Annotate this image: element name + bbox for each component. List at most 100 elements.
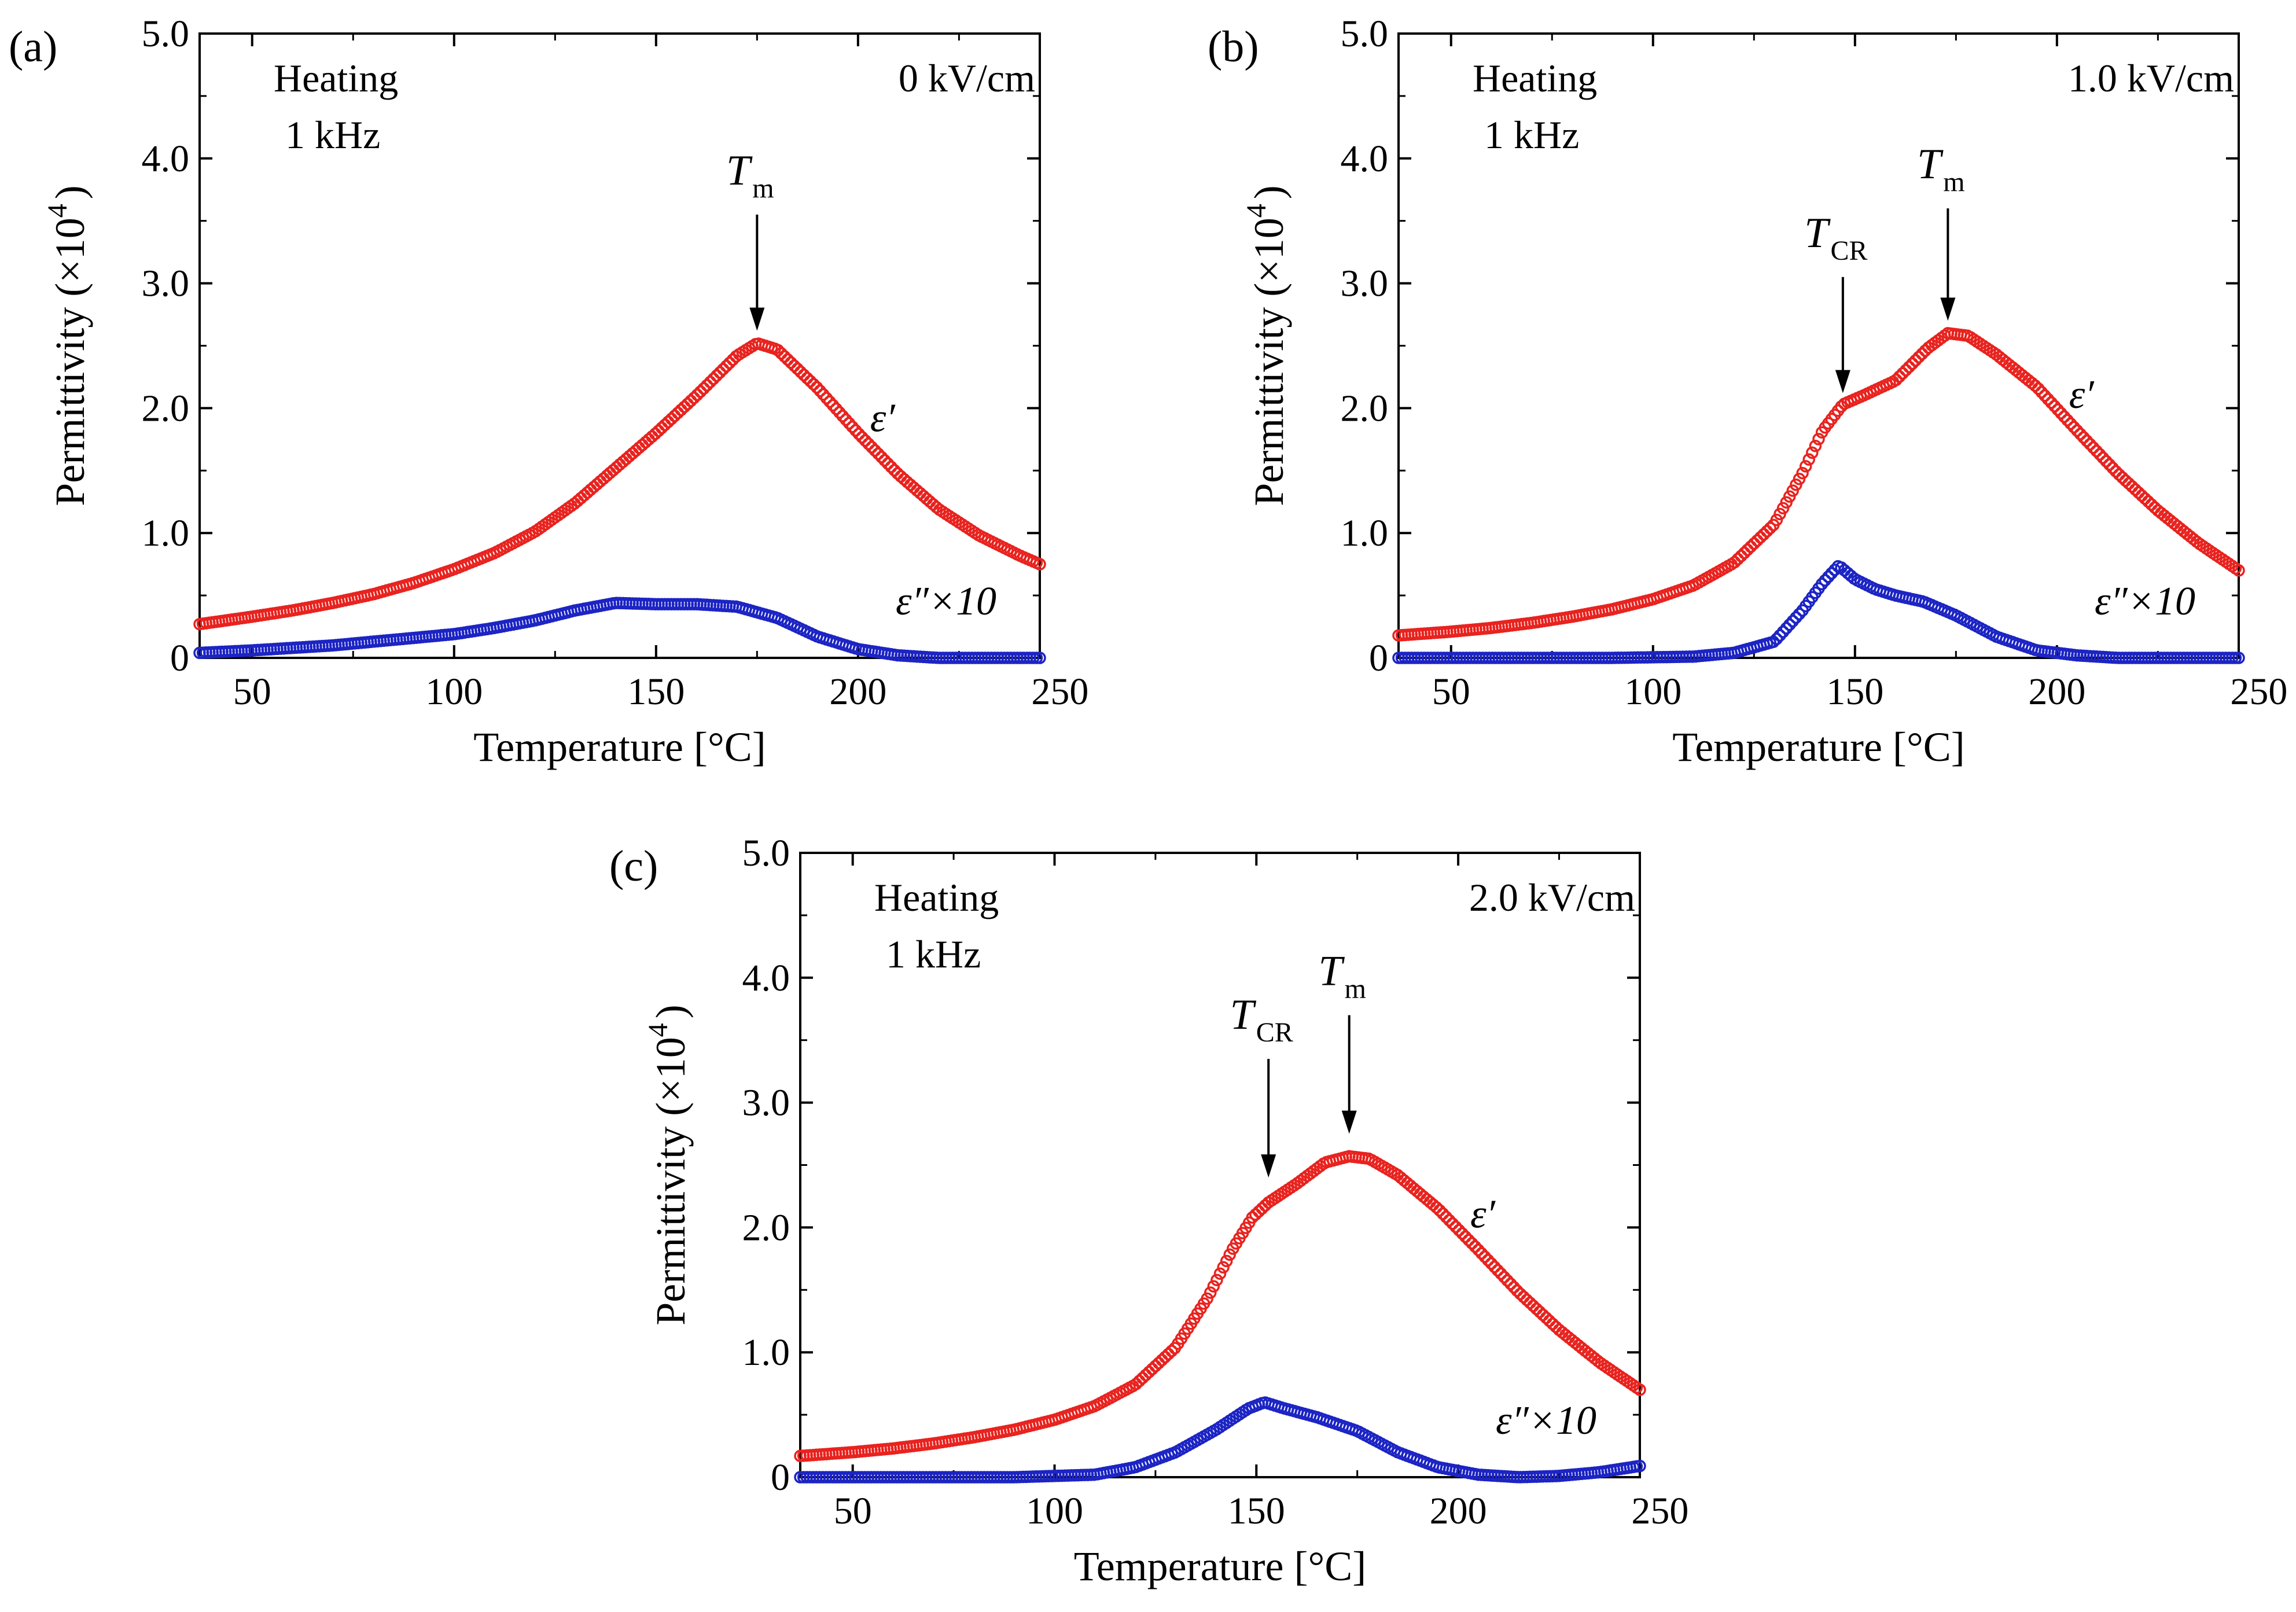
data-point — [1786, 484, 1800, 497]
data-point — [1773, 629, 1786, 642]
data-point — [2045, 396, 2058, 409]
data-point — [1802, 453, 1815, 466]
data-point — [1443, 1214, 1456, 1227]
annotation-m: Tm — [1917, 141, 1965, 321]
data-point — [1469, 1240, 1482, 1253]
x-tick-label: 100 — [1026, 1490, 1083, 1532]
data-point — [2058, 410, 2071, 423]
data-point — [2110, 465, 2122, 478]
data-point — [1764, 522, 1776, 535]
y-tick-label: 5.0 — [1341, 13, 1389, 55]
annotation-label: Tm — [726, 147, 774, 204]
data-point — [1744, 540, 1757, 553]
x-tick-label: 100 — [1624, 671, 1681, 713]
y-axis-title-exponent: 4 — [1241, 204, 1272, 218]
data-point — [833, 406, 846, 419]
y-tick-label: 4.0 — [142, 138, 190, 180]
annotation-subscript: m — [1943, 167, 1964, 197]
data-point — [804, 375, 817, 388]
data-point — [1741, 543, 1754, 556]
data-point — [1760, 525, 1773, 538]
data-point — [840, 413, 852, 426]
data-point — [1909, 354, 1922, 367]
data-point — [704, 376, 717, 389]
data-point — [1507, 1281, 1521, 1294]
series-eps-real — [794, 1150, 1646, 1463]
data-point — [1825, 567, 1838, 580]
data-point — [1207, 1280, 1220, 1293]
data-point — [1806, 446, 1819, 459]
data-point — [2096, 451, 2110, 464]
data-point — [1796, 466, 1809, 480]
data-point — [1446, 1217, 1459, 1230]
data-point — [807, 378, 820, 391]
y-tick-label: 0 — [1369, 637, 1388, 679]
data-point — [1903, 360, 1916, 373]
y-tick-label: 5.0 — [142, 13, 190, 55]
data-point — [846, 420, 859, 433]
data-point — [1433, 1204, 1446, 1217]
data-point — [697, 382, 710, 395]
panel-b: 0 1.0 2.0 3.0 4.0 5.0 50 100 150 200 250 Temperatur… — [1208, 13, 2287, 770]
data-point — [814, 384, 826, 398]
data-point — [694, 385, 707, 398]
data-point — [710, 369, 723, 382]
data-point — [1809, 439, 1822, 452]
data-point — [2048, 400, 2061, 413]
data-point — [2100, 455, 2113, 468]
y-tick-label: 2.0 — [142, 387, 190, 429]
data-point — [1912, 351, 1925, 363]
eps-real-label: ε′ — [1470, 1193, 1496, 1237]
data-point — [781, 353, 794, 366]
x-tick-label: 150 — [1228, 1490, 1285, 1532]
data-point — [1033, 558, 1046, 571]
y-tick-label: 4.0 — [742, 957, 790, 999]
x-axis-title: Temperature [°C] — [473, 724, 766, 770]
data-point — [869, 444, 881, 457]
data-point — [1822, 571, 1835, 583]
data-point — [1488, 1260, 1501, 1274]
data-point — [1501, 1274, 1514, 1287]
data-point — [687, 391, 701, 404]
data-point — [2080, 435, 2093, 447]
data-point — [2090, 444, 2103, 458]
annotation-m: Tm — [726, 147, 774, 331]
data-point — [1890, 373, 1903, 387]
y-tick-label: 0 — [170, 637, 189, 679]
y-axis-title: Permittivity (×104) — [42, 185, 93, 506]
field-label: 1.0 kV/cm — [2068, 56, 2234, 100]
data-point — [2067, 421, 2080, 433]
data-point — [830, 402, 842, 415]
x-tick-label: 250 — [1031, 671, 1088, 713]
y-axis-title-exponent: 4 — [643, 1023, 674, 1037]
data-point — [1819, 574, 1831, 587]
data-point — [778, 350, 791, 363]
frequency-label: 1 kHz — [886, 932, 981, 976]
mode-label: Heating — [1473, 56, 1597, 100]
series-eps-imag — [193, 597, 1046, 664]
panel-c: 0 1.0 2.0 3.0 4.0 5.0 50 100 150 200 250 Temperatur… — [609, 832, 1688, 1589]
x-tick-label: 100 — [425, 671, 483, 713]
data-point — [1757, 528, 1770, 541]
data-point — [2074, 428, 2087, 440]
data-point — [2051, 403, 2065, 416]
data-point — [723, 356, 736, 369]
data-point — [862, 437, 875, 450]
data-point — [1812, 433, 1825, 446]
data-point — [775, 347, 788, 360]
x-tick-label: 250 — [2230, 671, 2287, 713]
data-point — [885, 461, 897, 473]
data-point — [1481, 1254, 1495, 1267]
mode-label: Heating — [274, 56, 398, 100]
y-tick-label: 4.0 — [1341, 138, 1389, 180]
data-point — [794, 366, 807, 378]
data-point — [1462, 1234, 1475, 1246]
eps-real-label: ε′ — [2069, 373, 2095, 417]
x-tick-label: 200 — [2028, 671, 2085, 713]
annotation-symbol: T — [1230, 991, 1257, 1039]
data-point — [1793, 608, 1806, 620]
data-point — [2103, 458, 2116, 471]
data-point — [1893, 370, 1906, 383]
y-axis-title-base: Permittivity (×10 — [47, 218, 93, 506]
